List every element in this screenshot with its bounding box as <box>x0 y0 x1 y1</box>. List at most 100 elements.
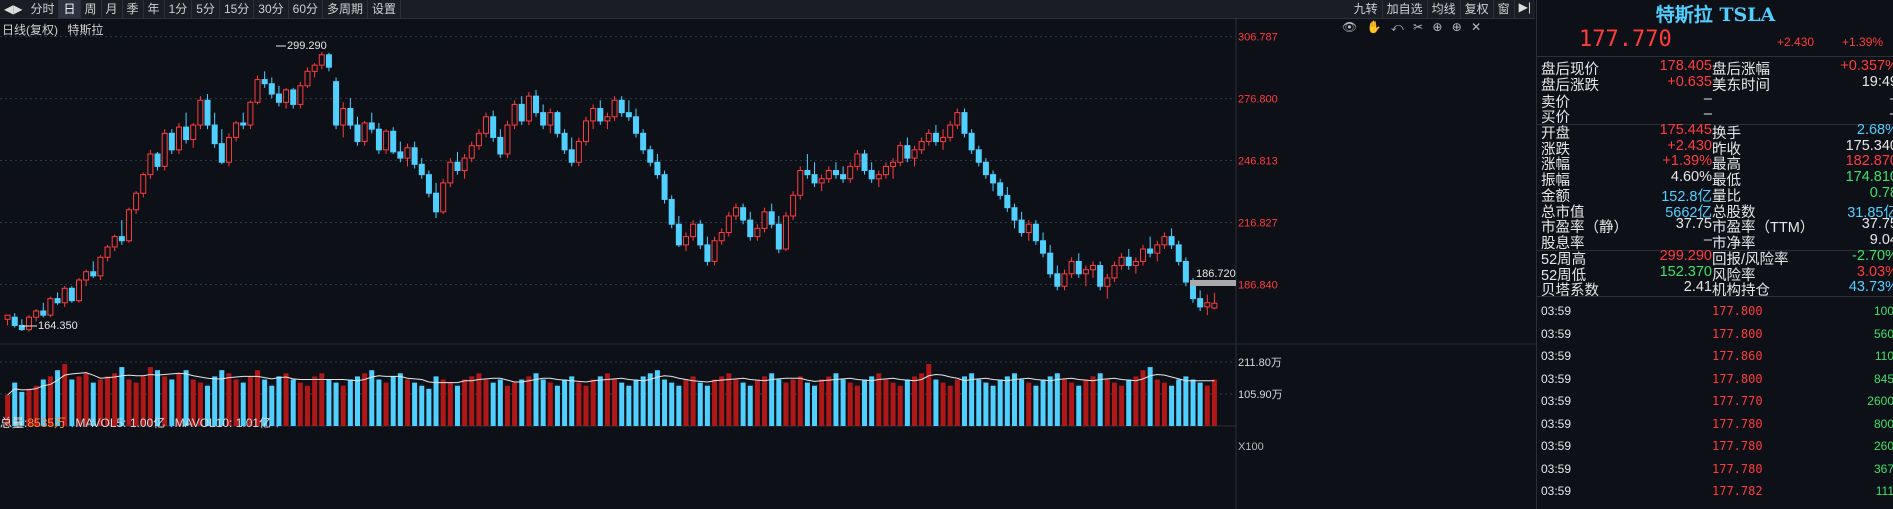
quote-row: 涨跌 +2.430 昨收 175.340 <box>1537 138 1893 158</box>
candle <box>797 170 804 196</box>
quote-value: – <box>1890 106 1893 122</box>
candle <box>825 170 832 180</box>
tab-period-1[interactable]: 日 <box>59 0 81 18</box>
quote-value: 43.73% <box>1848 279 1893 295</box>
volume-bar <box>1147 367 1153 426</box>
kline-chart[interactable]: 306.787 276.800 246.813 216.827 186.840 211.8… <box>0 0 1536 509</box>
candle <box>818 178 825 184</box>
volume-bar <box>912 376 917 426</box>
volume-bar <box>97 379 103 426</box>
candle <box>1061 273 1068 287</box>
divider <box>1537 56 1893 57</box>
volume-bar <box>140 376 146 426</box>
toolbar-prev-icon[interactable]: ◀▶ <box>4 2 23 16</box>
volume-bar <box>462 379 468 426</box>
tab-period-11[interactable]: 多周期 <box>323 0 369 18</box>
candle <box>761 211 768 229</box>
volume-bar <box>983 382 989 426</box>
candle <box>832 170 839 176</box>
volume-bar <box>226 373 232 426</box>
candle <box>647 149 654 163</box>
volume-bar <box>826 376 832 426</box>
volume-bar <box>290 379 296 426</box>
tab-period-7[interactable]: 5分 <box>192 0 220 18</box>
divider <box>1537 250 1893 251</box>
tick-qty: 367 <box>1873 461 1893 476</box>
candle <box>311 64 318 72</box>
tab-period-3[interactable]: 月 <box>102 0 123 18</box>
candle <box>897 145 904 163</box>
toolbar-item-adjust[interactable]: 复权 <box>1461 0 1494 18</box>
candle <box>147 153 154 176</box>
candle <box>1168 236 1175 246</box>
toolbar-item-ma[interactable]: 均线 <box>1428 0 1461 18</box>
tick-time: 03:59 <box>1541 326 1572 341</box>
volume-bar <box>133 382 139 426</box>
candle <box>704 244 711 262</box>
chart-title: 日线(复权) 特斯拉 <box>2 21 109 38</box>
tab-period-4[interactable]: 季 <box>123 0 144 18</box>
tab-period-8[interactable]: 15分 <box>220 0 255 18</box>
toolbar-item-add-watchlist[interactable]: 加自选 <box>1383 0 1428 18</box>
quote-value: 175.445 <box>1659 122 1712 138</box>
volume-bar <box>797 376 803 426</box>
candle <box>961 112 968 134</box>
volume-bar <box>90 382 96 426</box>
volume-bar <box>1047 376 1053 426</box>
volume-bar <box>5 395 11 426</box>
tick-time: 03:59 <box>1541 304 1572 318</box>
volume-bar <box>683 379 689 426</box>
tab-period-12[interactable]: 设置 <box>368 0 402 18</box>
chart-period-label: 日线(复权) <box>2 23 58 37</box>
candle <box>861 153 868 172</box>
tab-period-0[interactable]: 分时 <box>26 0 60 18</box>
volume-bar <box>854 385 860 426</box>
candle <box>975 149 982 163</box>
mavol5-value: 1.00亿 <box>129 416 166 430</box>
tab-period-9[interactable]: 30分 <box>254 0 289 18</box>
tick-time: 03:59 <box>1541 394 1572 408</box>
candle <box>890 161 897 167</box>
volume-bar <box>990 385 996 426</box>
volume-bar <box>33 385 39 426</box>
volume-bar <box>883 379 889 426</box>
candle <box>1118 256 1125 267</box>
quote-value: 37.75 <box>1861 216 1893 232</box>
candle <box>447 161 454 184</box>
tick-qty: 111 <box>1875 484 1893 498</box>
candle <box>611 99 618 118</box>
price-row: 177.770 +2.430 +1.39% <box>1537 27 1893 53</box>
volume-bar <box>1011 373 1017 426</box>
volume-bar <box>454 385 460 426</box>
tab-period-2[interactable]: 周 <box>81 0 102 18</box>
toolbar-item-jiuzhuan[interactable]: 九转 <box>1350 0 1383 18</box>
candle <box>1111 265 1118 279</box>
chart-tools-icons[interactable]: 👁 ✋ ⤺ ✂ ⊕ ⊕ ✕ <box>1342 20 1485 34</box>
candle <box>625 112 632 118</box>
toolbar-last-icon[interactable]: ▶| <box>1518 0 1531 14</box>
quote-value: 152.370 <box>1659 264 1712 280</box>
candle <box>440 182 447 213</box>
candle <box>1068 260 1075 275</box>
tab-period-6[interactable]: 1分 <box>165 0 193 18</box>
candle <box>418 163 425 176</box>
tick-time: 03:59 <box>1541 439 1572 453</box>
volume-bar <box>40 379 46 426</box>
tick-qty: 560 <box>1873 326 1893 341</box>
volume-bar <box>262 379 268 426</box>
candle <box>590 108 597 122</box>
volume-bar <box>947 385 953 426</box>
toolbar-item-window[interactable]: 窗 <box>1494 0 1515 18</box>
tick-price: 177.780 <box>1712 461 1763 476</box>
volume-legend: 总量:8535万 ↓MAVOL5: 1.00亿 ↓MAVOL10: 1.01亿 … <box>0 414 280 431</box>
candle <box>118 236 125 242</box>
candle <box>1104 277 1111 287</box>
volume-bar <box>504 385 510 426</box>
volume-bar <box>19 391 25 426</box>
stock-name: 特斯拉 TSLA <box>1655 4 1776 26</box>
volume-bar <box>612 379 618 426</box>
candle <box>197 99 204 126</box>
tab-period-10[interactable]: 60分 <box>289 0 324 18</box>
tab-period-5[interactable]: 年 <box>144 0 165 18</box>
volume-bar <box>147 367 153 426</box>
